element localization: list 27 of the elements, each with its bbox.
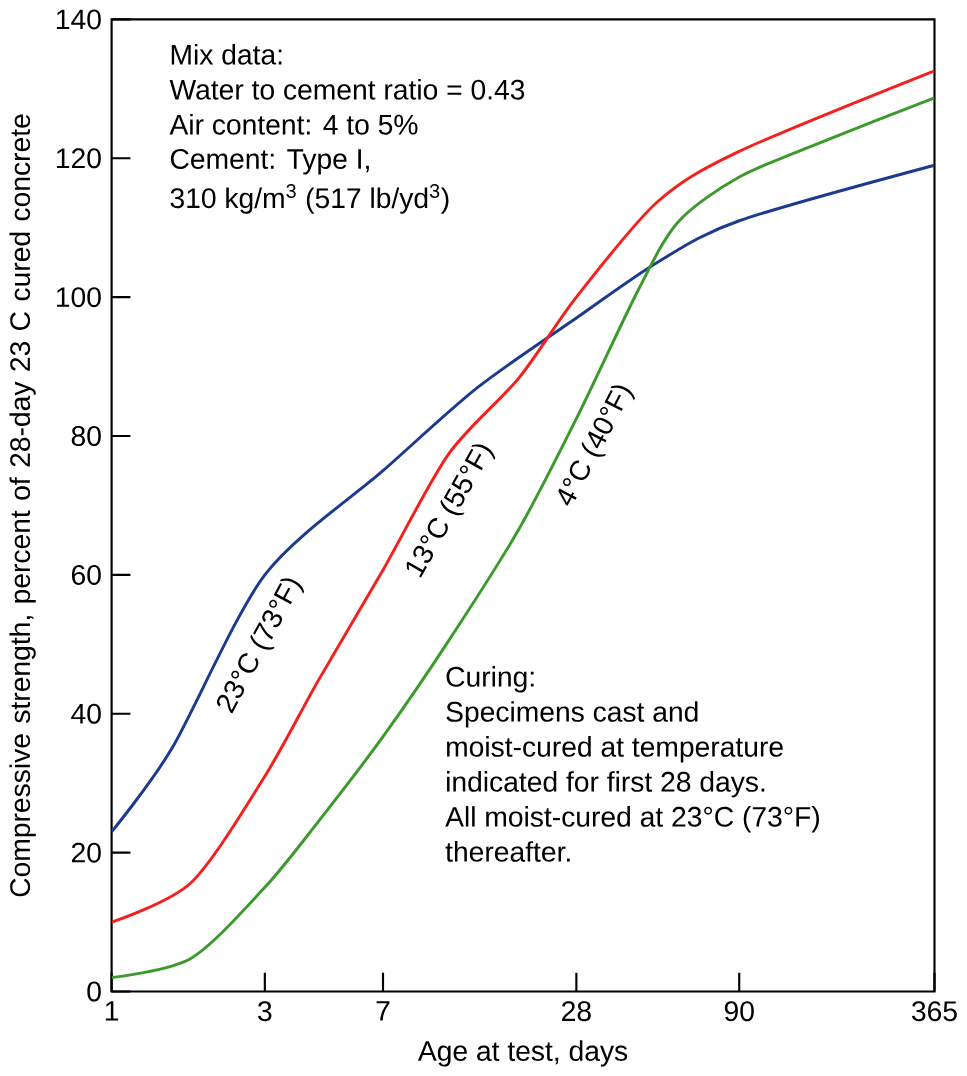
x-tick-label: 1 bbox=[105, 1001, 118, 1021]
x-tick-label: 28 bbox=[561, 1001, 591, 1022]
annotation: moist-cured at temperature bbox=[446, 736, 783, 763]
x-tick-label: 90 bbox=[724, 1001, 754, 1022]
y-tick-label: 20 bbox=[71, 842, 101, 863]
y-tick-label: 80 bbox=[71, 426, 101, 447]
annotation: Curing: bbox=[446, 666, 534, 693]
y-tick-label: 100 bbox=[56, 287, 101, 308]
x-tick-label: 365 bbox=[911, 1001, 957, 1022]
x-tick-label: 7 bbox=[376, 1001, 390, 1021]
annotation: thereafter. bbox=[445, 841, 570, 862]
y-tick-label: 0 bbox=[87, 981, 101, 1002]
x-axis-title: Age at test, days bbox=[417, 1040, 627, 1067]
y-tick-label: 120 bbox=[56, 148, 101, 169]
annotation: Cement: Type I, bbox=[170, 148, 369, 175]
annotation: 310 kg/m$^{3}$ (517 lb/yd$^{3}$) bbox=[170, 183, 449, 214]
y-axis-title: Compressive strength, percent of 28-day 23 C cured concrete bbox=[9, 114, 36, 897]
y-tick-label: 60 bbox=[71, 564, 101, 585]
annotation: Air content: 4 to 5% bbox=[169, 113, 418, 135]
annotation: Mix data: bbox=[171, 43, 282, 65]
annotation: indicated for first 28 days. bbox=[446, 771, 765, 798]
annotation: Water to cement ratio = 0.43 bbox=[169, 78, 524, 100]
annotation: All moist-cured at 23°C (73°F) bbox=[444, 806, 819, 833]
annotation: Specimens cast and bbox=[446, 701, 698, 728]
y-tick-label: 40 bbox=[70, 703, 101, 724]
y-tick-label: 140 bbox=[56, 9, 101, 30]
x-tick-label: 3 bbox=[257, 1001, 272, 1022]
